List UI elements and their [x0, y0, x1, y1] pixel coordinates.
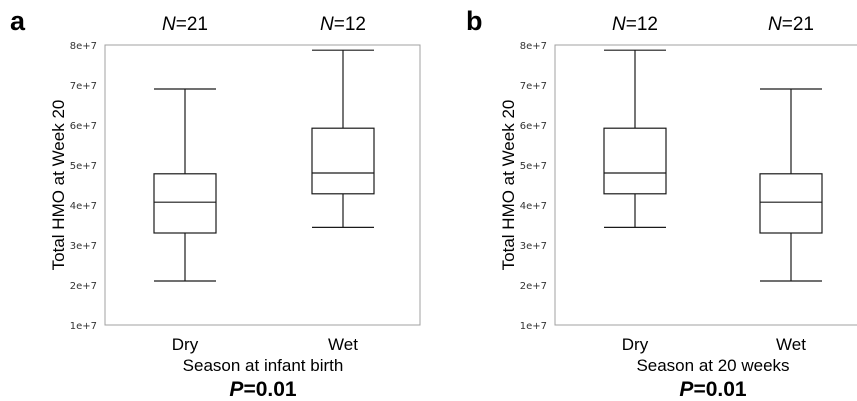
y-ticks-a: 1e+7 2e+7 3e+7 4e+7 5e+7 6e+7 7e+7 8e+7 — [70, 41, 97, 332]
boxes-a — [153, 49, 375, 282]
x-category-dry: Dry — [622, 335, 649, 354]
y-tick-label: 6e+7 — [70, 121, 97, 132]
y-tick-label: 4e+7 — [520, 201, 547, 212]
box-plot-wet — [759, 88, 823, 282]
boxes-b — [603, 49, 823, 282]
p-value-b: P=0.01 — [679, 378, 746, 401]
box-plot-wet — [311, 49, 375, 228]
y-tick-label: 3e+7 — [520, 241, 547, 252]
panel-a: a N=21 N=12 1e+7 2e+7 3e+7 4e+7 5e+7 6e+… — [10, 6, 421, 401]
panel-letter-b: b — [466, 6, 483, 36]
panel-letter-a: a — [10, 6, 26, 36]
y-tick-label: 6e+7 — [520, 121, 547, 132]
y-tick-label: 1e+7 — [70, 321, 97, 332]
y-tick-label: 4e+7 — [70, 201, 97, 212]
x-axis-title-a: Season at infant birth — [183, 356, 344, 375]
x-category-wet: Wet — [776, 335, 806, 354]
x-category-wet: Wet — [328, 335, 358, 354]
y-ticks-b: 1e+7 2e+7 3e+7 4e+7 5e+7 6e+7 7e+7 8e+7 — [520, 41, 547, 332]
y-tick-label: 8e+7 — [520, 41, 547, 52]
plot-frame-b — [554, 44, 857, 326]
iqr-box — [759, 173, 823, 234]
iqr-box — [153, 173, 217, 234]
y-tick-label: 3e+7 — [70, 241, 97, 252]
n-label-wet: N=12 — [320, 14, 366, 35]
y-tick-label: 7e+7 — [70, 81, 97, 92]
n-label-dry: N=12 — [612, 14, 658, 35]
y-tick-label: 5e+7 — [520, 161, 547, 172]
n-label-dry: N=21 — [162, 14, 208, 35]
y-axis-title-a: Total HMO at Week 20 — [49, 100, 68, 271]
box-plot-dry — [603, 49, 667, 228]
plot-frame-a — [104, 44, 421, 326]
panel-b: b N=12 N=21 1e+7 2e+7 3e+7 4e+7 5e+7 6e+… — [466, 6, 857, 401]
y-tick-label: 5e+7 — [70, 161, 97, 172]
iqr-box — [603, 127, 667, 195]
n-label-wet: N=21 — [768, 14, 814, 35]
box-plot-dry — [153, 88, 217, 282]
p-value-a: P=0.01 — [229, 378, 296, 401]
y-tick-label: 2e+7 — [70, 281, 97, 292]
y-tick-label: 1e+7 — [520, 321, 547, 332]
y-tick-label: 8e+7 — [70, 41, 97, 52]
y-tick-label: 7e+7 — [520, 81, 547, 92]
iqr-box — [311, 127, 375, 195]
x-category-dry: Dry — [172, 335, 199, 354]
x-axis-title-b: Season at 20 weeks — [636, 356, 789, 375]
y-axis-title-b: Total HMO at Week 20 — [499, 100, 518, 271]
y-tick-label: 2e+7 — [520, 281, 547, 292]
